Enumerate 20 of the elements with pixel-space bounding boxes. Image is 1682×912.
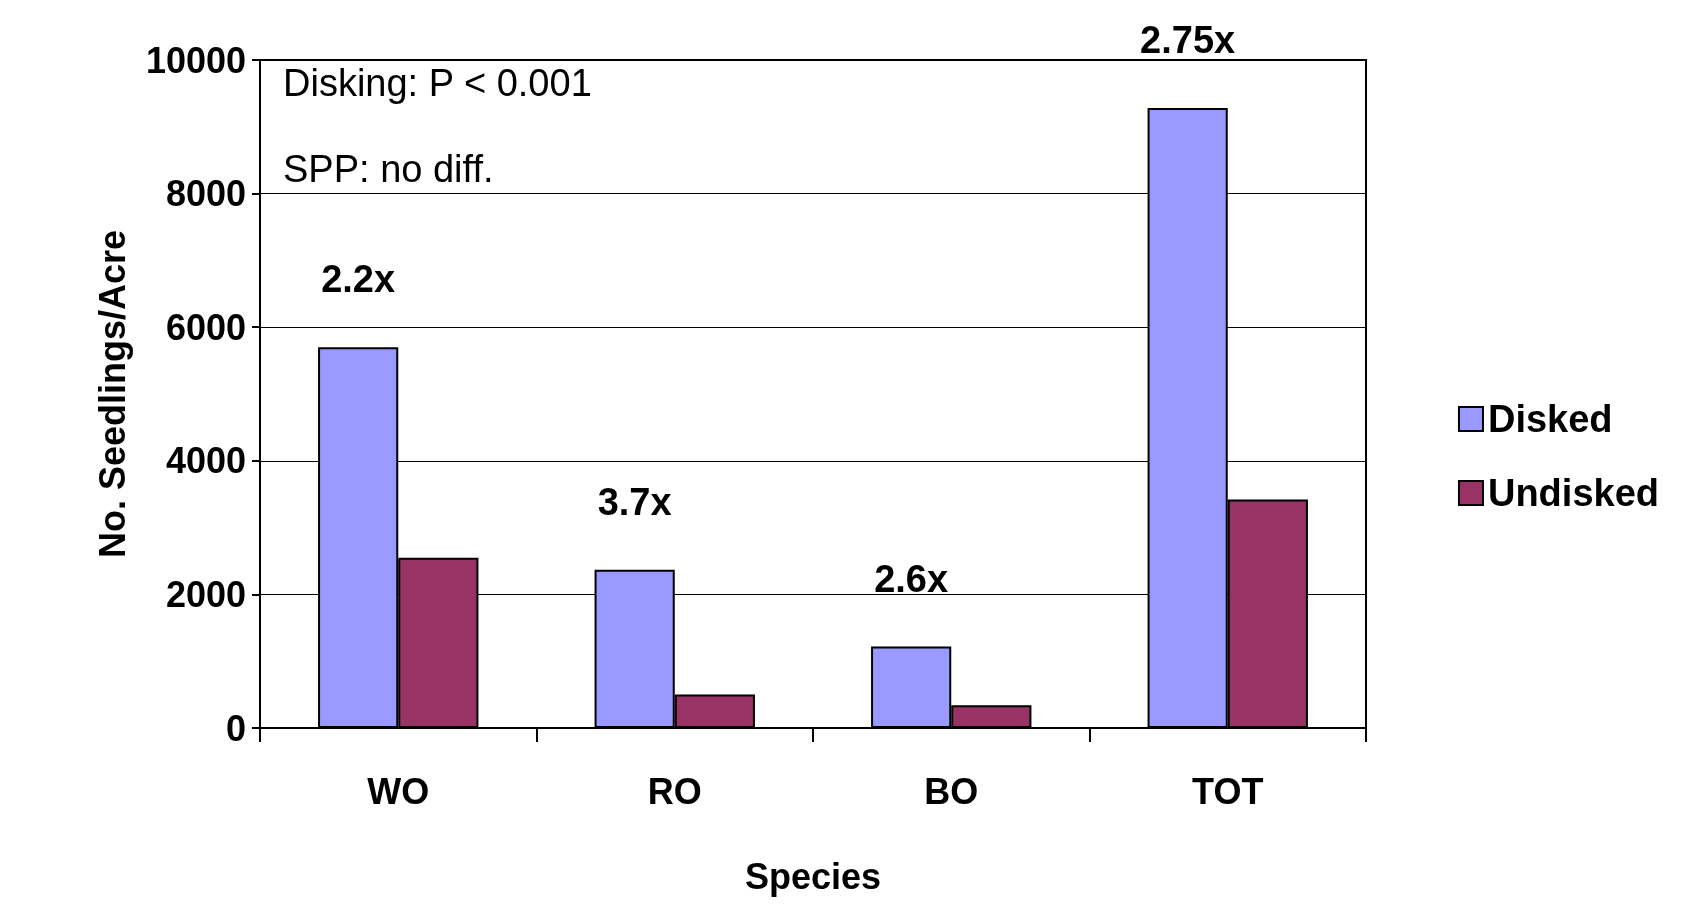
y-tick-label: 10000 [145, 39, 246, 81]
annotation: 3.7x [597, 480, 672, 523]
y-tick-label: 4000 [165, 440, 246, 482]
legend-label: Disked [1487, 398, 1613, 440]
y-tick-label: 6000 [165, 306, 246, 348]
annotation: Disking: P < 0.001 [283, 62, 592, 104]
annotation: 2.75x [1140, 19, 1236, 62]
annotation: SPP: no diff. [283, 148, 494, 190]
legend-label: Undisked [1487, 472, 1660, 514]
y-axis-title: No. Seedlings/Acre [91, 229, 133, 559]
y-tick-label: 0 [225, 707, 246, 749]
y-tick-label: 2000 [165, 573, 246, 615]
annotation: 2.2x [321, 258, 396, 301]
annotation: 2.6x [874, 557, 949, 600]
x-axis-title: Species [744, 855, 882, 897]
y-tick-label: 8000 [165, 173, 246, 215]
x-tick-label: WO [367, 770, 430, 812]
x-tick-label: BO [924, 770, 979, 812]
x-tick-label: RO [647, 770, 702, 812]
x-tick-label: TOT [1192, 770, 1264, 812]
